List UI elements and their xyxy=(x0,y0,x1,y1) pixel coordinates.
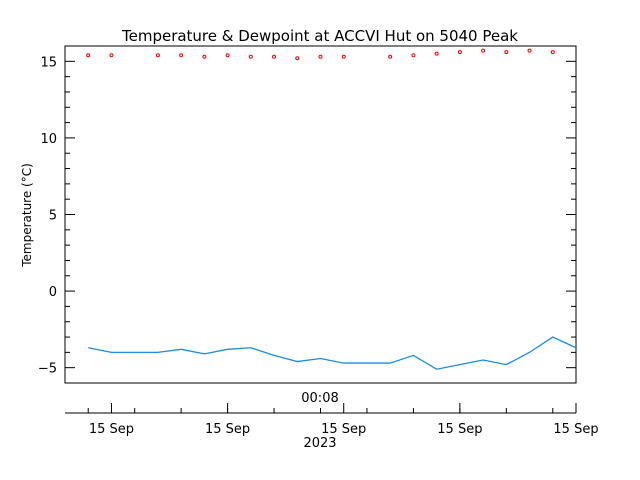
y-tick-label: 0 xyxy=(49,285,57,300)
y-tick-label: 15 xyxy=(40,55,57,70)
x-tick-label: 15 Sep xyxy=(89,422,134,437)
data-point-temperature xyxy=(318,54,323,59)
data-point-temperature xyxy=(550,50,555,55)
data-point-temperature xyxy=(295,56,300,61)
y-axis: −5 0 5 10 15 xyxy=(38,45,576,384)
x-axis: 15 Sep 15 Sep 15 Sep 15 Sep 15 Sep xyxy=(65,403,599,437)
data-point-temperature xyxy=(527,48,532,53)
data-point-temperature xyxy=(202,54,207,59)
x-tick-label: 15 Sep xyxy=(321,422,366,437)
series-line-dewpoint xyxy=(88,336,577,370)
data-point-temperature xyxy=(341,54,346,59)
y-tick-label: 5 xyxy=(49,209,57,224)
data-point-temperature xyxy=(411,53,416,58)
data-point-temperature xyxy=(457,50,462,55)
data-point-temperature xyxy=(481,48,486,53)
x-tick-label: 15 Sep xyxy=(437,422,482,437)
y-tick-label: −5 xyxy=(38,362,57,377)
data-point-temperature xyxy=(434,51,439,56)
series-layer xyxy=(86,48,577,370)
data-point-temperature xyxy=(388,54,393,59)
x-tick-label: 15 Sep xyxy=(553,422,598,437)
data-point-temperature xyxy=(272,54,277,59)
x-tick-label: 15 Sep xyxy=(205,422,250,437)
time-label: 00:08 xyxy=(301,391,338,406)
data-point-temperature xyxy=(225,53,230,58)
data-point-temperature xyxy=(248,54,253,59)
y-axis-label: Temperature (°C) xyxy=(20,163,34,268)
data-point-temperature xyxy=(86,53,91,58)
year-label: 2023 xyxy=(303,436,336,451)
data-point-temperature xyxy=(504,50,509,55)
data-point-temperature xyxy=(109,53,114,58)
y-tick-label: 10 xyxy=(40,132,57,147)
data-point-temperature xyxy=(155,53,160,58)
data-point-temperature xyxy=(179,53,184,58)
chart-title: Temperature & Dewpoint at ACCVI Hut on 5… xyxy=(121,27,518,45)
plot-frame xyxy=(64,45,577,384)
